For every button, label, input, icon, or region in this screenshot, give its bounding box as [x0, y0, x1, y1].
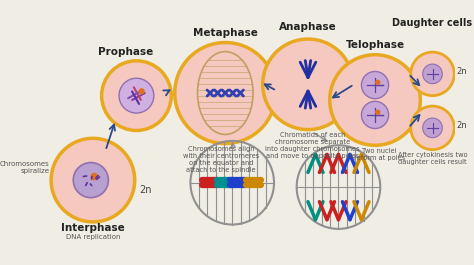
- Text: Chromosomes
spiralize: Chromosomes spiralize: [0, 161, 49, 174]
- Circle shape: [91, 173, 98, 180]
- Text: DNA replication: DNA replication: [66, 234, 120, 240]
- Circle shape: [375, 80, 381, 85]
- Text: Metaphase: Metaphase: [193, 28, 258, 38]
- Text: After cytokinesis two
daughter cells result: After cytokinesis two daughter cells res…: [398, 152, 467, 165]
- Circle shape: [263, 39, 353, 130]
- Text: 2n: 2n: [456, 67, 466, 76]
- Text: Prophase: Prophase: [99, 47, 154, 57]
- Circle shape: [73, 162, 109, 198]
- Circle shape: [423, 118, 442, 138]
- Circle shape: [411, 106, 454, 150]
- Text: Telophase: Telophase: [346, 40, 405, 50]
- Circle shape: [423, 64, 442, 84]
- Text: Two nuclei
reform at poles: Two nuclei reform at poles: [354, 148, 405, 161]
- Text: Anaphase: Anaphase: [279, 22, 337, 32]
- Circle shape: [138, 88, 145, 94]
- Circle shape: [51, 138, 135, 222]
- Circle shape: [362, 72, 389, 99]
- Text: 2n: 2n: [456, 121, 466, 130]
- Circle shape: [175, 42, 276, 144]
- Circle shape: [375, 109, 381, 115]
- Text: 2n: 2n: [139, 185, 152, 195]
- Circle shape: [411, 52, 454, 96]
- Circle shape: [362, 101, 389, 129]
- Text: Daughter cells: Daughter cells: [392, 18, 473, 28]
- Text: Chromatids of each
chromosome separate
into daughter chromosomes
and move to opp: Chromatids of each chromosome separate i…: [265, 132, 360, 159]
- Circle shape: [119, 78, 154, 113]
- Text: Chromosomes align
with their centromeres
on the equator and
attach to the spindl: Chromosomes align with their centromeres…: [183, 146, 259, 173]
- Circle shape: [101, 61, 171, 130]
- Circle shape: [330, 55, 420, 145]
- Text: Interphase: Interphase: [61, 223, 125, 233]
